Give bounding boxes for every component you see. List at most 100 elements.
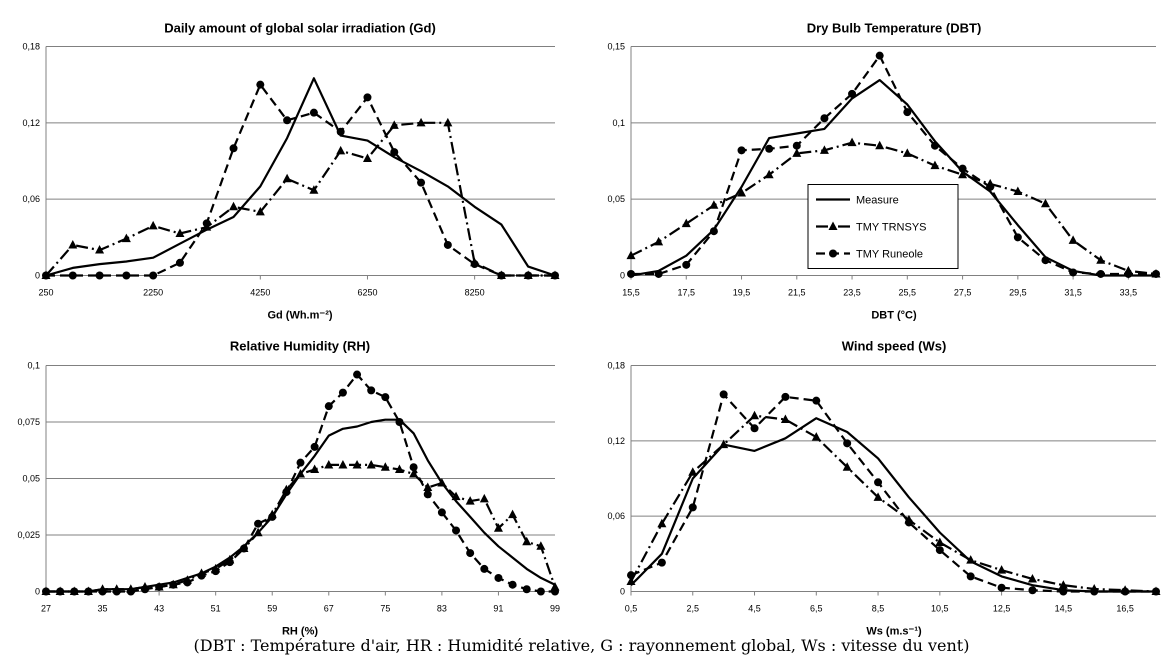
y-tick-label: 0 (35, 271, 40, 281)
data-point-circle (508, 580, 517, 589)
x-tick-label: 2,5 (687, 604, 700, 614)
data-point-circle (935, 546, 944, 555)
data-point-circle (1028, 586, 1037, 595)
data-point-triangle (148, 220, 158, 230)
data-point-triangle (394, 464, 404, 473)
legend-marker-circle (829, 249, 837, 258)
data-point-circle (202, 219, 211, 228)
data-point-circle (1152, 587, 1160, 596)
data-point-circle (68, 271, 77, 280)
data-point-triangle (719, 439, 729, 449)
data-point-triangle (296, 468, 305, 478)
data-point-circle (958, 164, 967, 173)
x-tick-label: 17,5 (677, 288, 695, 298)
data-point-circle (70, 587, 79, 596)
data-point-circle (155, 582, 164, 591)
data-point-circle (792, 141, 801, 150)
legend-label: TMY TRNSYS (856, 222, 927, 234)
y-tick-label: 0 (620, 587, 625, 597)
x-tick-label: 8250 (465, 288, 485, 298)
data-point-triangle (875, 140, 885, 150)
figure-caption: (DBT : Température d'air, HR : Humidité … (193, 636, 970, 655)
y-tick-label: 0,12 (607, 436, 625, 446)
data-point-circle (443, 240, 452, 249)
x-tick-label: 27,5 (954, 288, 972, 298)
data-point-circle (338, 388, 347, 397)
data-point-circle (765, 144, 774, 153)
data-point-triangle (764, 169, 774, 179)
x-tick-label: 99 (550, 604, 560, 614)
y-tick-label: 0,18 (607, 361, 625, 371)
data-point-circle (875, 51, 884, 60)
x-tick-label: 29,5 (1009, 288, 1027, 298)
x-tick-label: 16,5 (1116, 604, 1134, 614)
data-point-circle (903, 108, 912, 117)
data-point-triangle (750, 410, 760, 420)
data-point-triangle (1027, 573, 1037, 583)
data-point-circle (197, 571, 206, 580)
x-tick-label: 6250 (357, 288, 377, 298)
data-point-triangle (792, 148, 802, 157)
data-point-circle (522, 585, 531, 594)
x-tick-label: 6,5 (810, 604, 823, 614)
data-point-circle (682, 260, 691, 269)
data-point-triangle (229, 201, 239, 211)
data-point-circle (812, 396, 821, 405)
x-axis-label: Ws (m.s⁻¹) (866, 626, 922, 638)
data-point-circle (309, 108, 318, 117)
data-point-triangle (842, 462, 852, 471)
data-point-circle (95, 271, 104, 280)
y-tick-label: 0,18 (22, 42, 40, 52)
data-point-circle (229, 144, 238, 153)
data-point-triangle (95, 245, 105, 254)
data-point-circle (452, 526, 461, 535)
data-point-triangle (508, 509, 518, 519)
data-point-circle (84, 587, 93, 596)
data-point-triangle (811, 432, 821, 441)
data-point-triangle (958, 169, 968, 179)
x-tick-label: 25,5 (899, 288, 917, 298)
data-point-circle (657, 558, 666, 567)
data-point-triangle (873, 492, 883, 501)
series-line-tmy-trnsys (46, 463, 557, 593)
data-point-circle (437, 508, 446, 517)
data-point-circle (536, 587, 545, 596)
data-point-triangle (1058, 580, 1068, 589)
data-point-triangle (352, 459, 362, 469)
data-point-triangle (423, 482, 433, 492)
data-point-circle (904, 518, 913, 527)
series-line-tmy-trnsys (630, 414, 1157, 593)
series-line-measure (46, 418, 556, 593)
data-point-circle (1152, 269, 1160, 278)
data-point-circle (1013, 233, 1022, 242)
data-point-triangle (1068, 235, 1078, 244)
x-tick-label: 35 (98, 604, 108, 614)
data-point-triangle (847, 137, 857, 147)
data-point-triangle (310, 464, 320, 473)
y-tick-label: 0,05 (607, 194, 625, 204)
data-point-triangle (253, 527, 263, 537)
x-tick-label: 8,5 (872, 604, 885, 614)
chart-title: Relative Humidity (RH) (230, 339, 370, 354)
chart-panel-2: Dry Bulb Temperature (DBT) 0 0,05 0,1 0,15 15… (607, 21, 1161, 322)
y-tick-label: 0,12 (22, 118, 40, 128)
data-point-circle (737, 146, 746, 155)
data-point-circle (781, 392, 790, 401)
x-axis-label: RH (%) (282, 626, 318, 638)
y-tick-label: 0,1 (612, 118, 625, 128)
data-point-triangle (409, 468, 419, 478)
data-point-circle (239, 544, 248, 553)
series-line-tmy-trnsys (630, 141, 1157, 276)
x-tick-label: 51 (211, 604, 221, 614)
x-tick-label: 21,5 (788, 288, 806, 298)
data-point-triangle (437, 478, 447, 487)
y-tick-label: 0,05 (22, 474, 40, 484)
y-tick-label: 0 (35, 587, 40, 597)
data-point-circle (149, 271, 158, 280)
data-point-triangle (657, 518, 667, 528)
data-point-circle (98, 587, 107, 596)
data-point-circle (966, 572, 975, 581)
data-point-triangle (416, 117, 426, 127)
data-point-triangle (681, 218, 691, 228)
